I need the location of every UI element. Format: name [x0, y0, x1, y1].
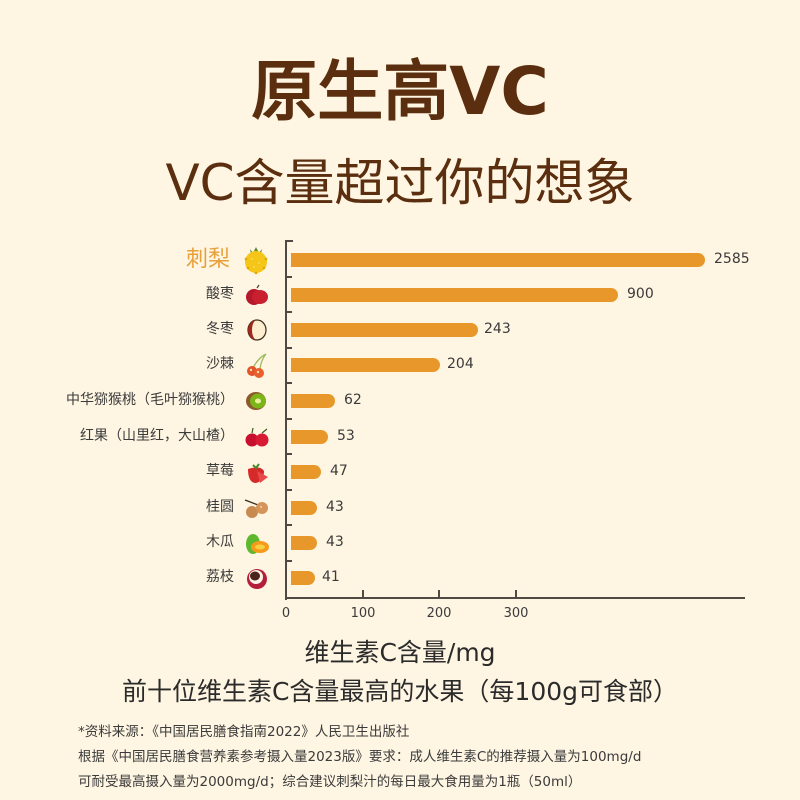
bar	[291, 288, 618, 302]
footnote-source: *资料来源：《中国居民膳食指南2022》人民卫生出版社	[78, 724, 410, 740]
footnote-limit: 可耐受最高摄入量为2000mg/d；综合建议刺梨汁的每日最大食用量为1瓶（50m…	[78, 774, 582, 790]
chart-row: 沙棘 204	[0, 347, 800, 382]
y-tick	[285, 418, 292, 420]
y-tick	[285, 453, 292, 455]
kiwi-icon	[246, 392, 266, 410]
x-tick-label: 100	[350, 606, 376, 621]
x-axis-label: 维生素C含量/mg	[304, 638, 496, 667]
x-tick	[438, 590, 440, 598]
bar-value: 43	[326, 534, 344, 550]
y-tick	[285, 489, 292, 491]
sea-buckthorn-icon	[247, 353, 267, 378]
y-tick	[285, 311, 292, 313]
chart-row: 草莓 47	[0, 454, 800, 489]
row-label: 中华猕猴桃（毛叶猕猴桃）	[66, 392, 234, 408]
row-label: 酸枣	[206, 286, 234, 302]
longan-icon	[244, 499, 268, 518]
bar-value: 62	[344, 392, 362, 408]
y-axis-cap	[285, 240, 293, 242]
x-tick	[362, 590, 364, 598]
bar-value: 47	[330, 463, 348, 479]
chart-row: 红果（山里红，大山楂） 53	[0, 419, 800, 454]
chart-row: 荔枝 41	[0, 560, 800, 595]
page-subtitle: VC含量超过你的想象	[165, 154, 635, 212]
lychee-icon	[247, 569, 267, 589]
y-tick	[285, 560, 292, 562]
prickly-pear-icon	[244, 247, 268, 275]
x-tick-label: 200	[426, 606, 452, 621]
bar	[291, 253, 705, 267]
y-tick	[285, 276, 292, 278]
chart-caption: 前十位维生素C含量最高的水果（每100g可食部）	[121, 677, 679, 706]
bar-value: 41	[322, 569, 340, 585]
bar-value: 204	[447, 356, 474, 372]
bar	[291, 358, 440, 372]
bar	[291, 536, 317, 550]
chart-row: 中华猕猴桃（毛叶猕猴桃） 62	[0, 383, 800, 418]
row-label: 沙棘	[206, 356, 234, 372]
row-label: 冬枣	[206, 321, 234, 337]
y-axis	[285, 240, 287, 600]
row-label: 荔枝	[206, 569, 234, 585]
chart-row: 木瓜 43	[0, 525, 800, 560]
bar	[291, 501, 317, 515]
x-tick-label: 0	[281, 606, 291, 621]
footnote-recommendation: 根据《中国居民膳食营养素参考摄入量2023版》要求：成人维生素C的推荐摄入量为1…	[78, 749, 642, 765]
bar	[291, 323, 478, 337]
hawthorn-icon	[245, 427, 269, 447]
papaya-icon	[246, 534, 269, 554]
bar	[291, 571, 315, 585]
row-label: 草莓	[206, 463, 234, 479]
bar	[291, 394, 335, 408]
chart-row: 桂圆 43	[0, 490, 800, 525]
bar	[291, 430, 328, 444]
chart-row: 冬枣 243	[0, 312, 800, 347]
y-tick	[285, 347, 292, 349]
row-label: 红果（山里红，大山楂）	[80, 428, 234, 444]
bar	[291, 465, 321, 479]
x-tick	[515, 590, 517, 598]
bar-value: 900	[627, 286, 654, 302]
footnotes: *资料来源：《中国居民膳食指南2022》人民卫生出版社 根据《中国居民膳食营养素…	[78, 720, 778, 795]
strawberry-icon	[248, 463, 268, 483]
x-axis	[285, 597, 745, 599]
y-tick	[285, 382, 292, 384]
sour-jujube-icon	[246, 284, 268, 305]
row-label: 刺梨	[185, 247, 230, 272]
bar-value: 53	[337, 428, 355, 444]
row-label: 桂圆	[206, 499, 234, 515]
chart-row: 酸枣 900	[0, 277, 800, 312]
page-title: 原生高VC	[251, 53, 549, 130]
y-tick	[285, 524, 292, 526]
bar-value: 2585	[714, 251, 750, 267]
bar-value: 43	[326, 499, 344, 515]
x-tick-label: 300	[503, 606, 529, 621]
winter-jujube-icon	[247, 319, 267, 341]
bar-value: 243	[484, 321, 511, 337]
chart-row: 刺梨 2585	[0, 242, 800, 277]
row-label: 木瓜	[206, 534, 234, 550]
